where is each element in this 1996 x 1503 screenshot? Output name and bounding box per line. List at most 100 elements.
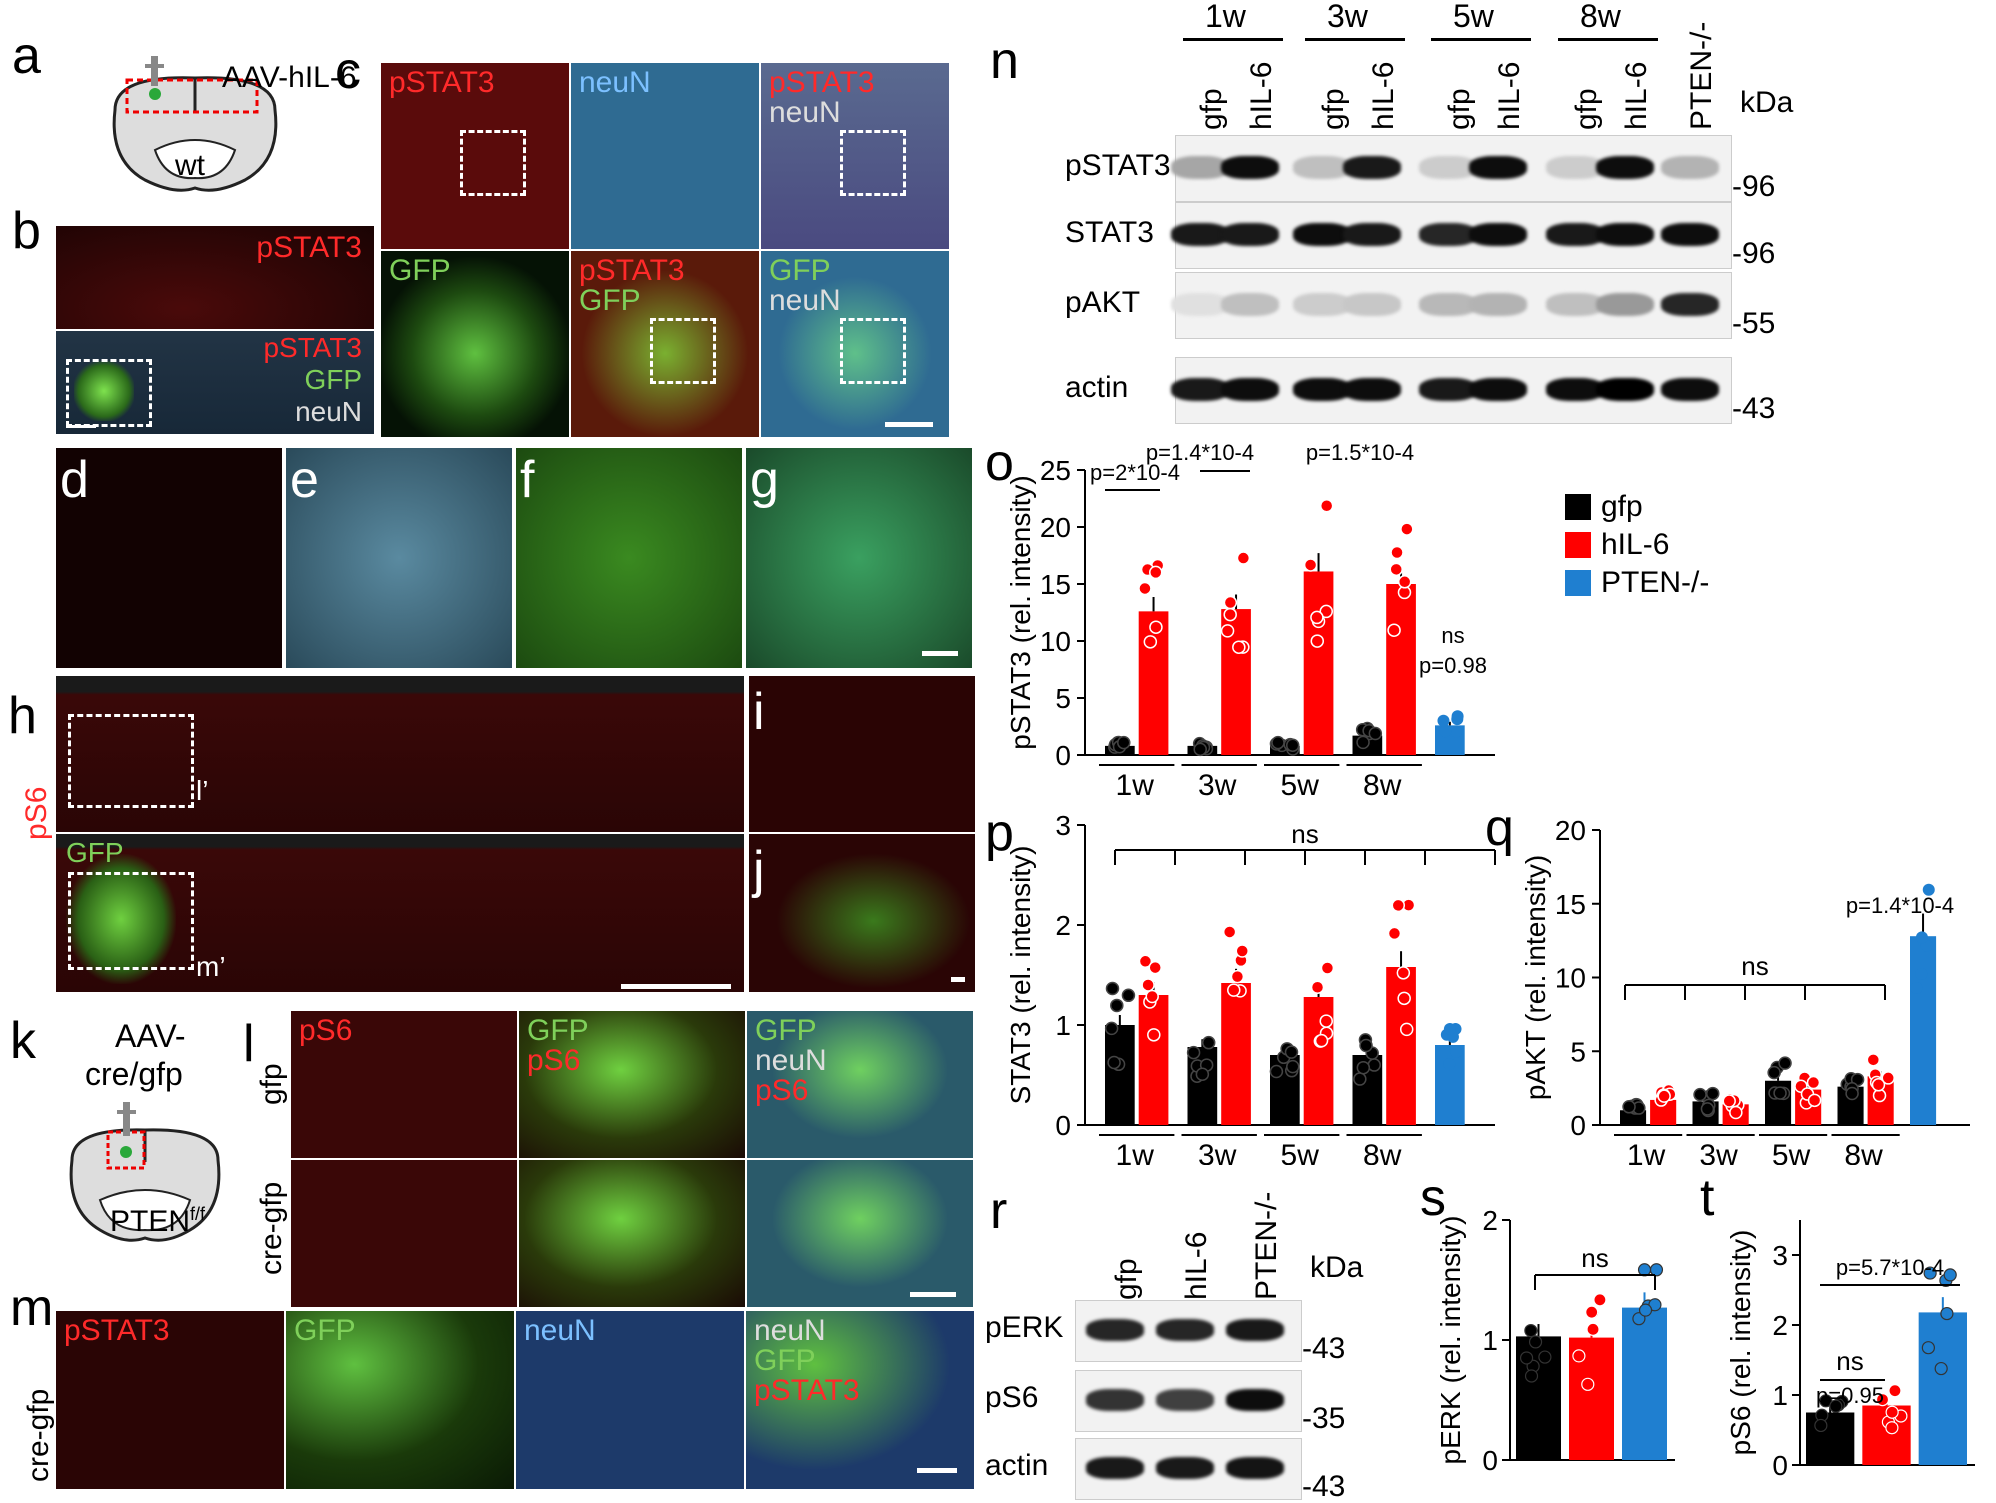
blot-band	[1221, 292, 1279, 317]
channel-label: neuN	[769, 96, 841, 129]
micrograph-tile: pS6	[290, 1010, 518, 1159]
lane-label: gfp	[1110, 1258, 1143, 1300]
data-point	[1368, 726, 1383, 741]
side-label-ps6: pS6	[20, 786, 53, 840]
data-point	[1638, 1303, 1653, 1317]
blot-band	[1293, 155, 1351, 180]
data-point	[1201, 1035, 1216, 1050]
western-blot-n: 1w 3w 5w 8w gfp hIL-6 gfp hIL-6 gfp hIL-6 gfp hIL-6…	[1065, 0, 1835, 440]
data-point	[1443, 1058, 1456, 1071]
channel-label: GFP	[304, 364, 362, 395]
inset-box	[839, 129, 906, 196]
y-axis-label: STAT3 (rel. intensity)	[1005, 846, 1036, 1105]
panel-label-f: f	[520, 451, 535, 509]
data-point	[1314, 1033, 1329, 1048]
data-point	[1940, 1306, 1954, 1321]
data-point	[1934, 1361, 1948, 1376]
data-point	[1145, 989, 1159, 1004]
kda-label: kDa	[1740, 86, 1794, 119]
micrograph-b-top: pSTAT3	[55, 225, 375, 330]
y-tick-label: 10	[1555, 963, 1586, 994]
data-point	[1389, 562, 1403, 577]
bar-hIL-6	[1386, 967, 1416, 1125]
bar-pten	[1435, 1045, 1465, 1125]
kda-marker: -43	[1732, 391, 1776, 425]
y-tick-label: 2	[1772, 1310, 1788, 1341]
data-point	[1223, 595, 1238, 610]
brain-schematic-pten	[69, 1102, 221, 1242]
bar	[1622, 1307, 1667, 1460]
channel-label: pSTAT3	[579, 254, 685, 287]
blot-band	[1171, 222, 1229, 247]
channel-label: pS6	[755, 1074, 809, 1107]
data-point	[1319, 499, 1334, 513]
data-point	[1235, 944, 1249, 958]
channel-label: pSTAT3	[256, 231, 362, 264]
blot-band	[1596, 292, 1654, 317]
y-axis-label: pS6 (rel. intensity)	[1725, 1230, 1756, 1456]
micrograph-tile: GFP pS6	[518, 1010, 746, 1159]
x-tick-label: 5w	[1281, 1139, 1320, 1165]
y-tick-label: 15	[1555, 889, 1586, 920]
legend-label: hIL-6	[1601, 528, 1670, 561]
data-point	[1232, 640, 1246, 654]
timepoint-bracket	[1305, 38, 1405, 41]
channel-label: neuN	[295, 396, 362, 427]
kda-marker: -43	[1302, 1332, 1346, 1365]
panel-label-j: j	[753, 841, 765, 899]
y-tick-label: 10	[1040, 626, 1071, 657]
data-point	[1657, 1089, 1671, 1103]
y-tick-label: 0	[1772, 1450, 1788, 1481]
data-point	[1778, 1056, 1792, 1070]
y-tick-label: 20	[1555, 815, 1586, 846]
data-point	[1649, 1263, 1664, 1277]
timepoint-label: 1w	[1205, 0, 1246, 34]
micrograph-e: e	[285, 447, 513, 669]
lane-label: PTEN-/-	[1685, 21, 1718, 130]
data-point	[1915, 967, 1928, 980]
data-point	[1524, 1369, 1539, 1383]
micrograph-tile: pSTAT3	[380, 62, 570, 250]
data-point	[1141, 978, 1155, 992]
y-tick-label: 2	[1482, 1205, 1498, 1236]
blot-band	[1086, 1319, 1144, 1341]
blot-band	[1343, 222, 1401, 247]
lane-label: hIL-6	[1367, 61, 1400, 130]
micrograph-grid-m: pSTAT3 GFP neuN neuN GFP pSTAT3	[55, 1310, 975, 1490]
inset-label: m’	[196, 951, 226, 982]
inset-box	[459, 129, 526, 196]
y-tick-label: 25	[1040, 455, 1071, 486]
micrograph-tile: neuN	[570, 62, 760, 250]
construct-label-k: cre/gfp	[85, 1056, 183, 1092]
x-tick-label: 3w	[1198, 1139, 1237, 1165]
legend-swatch	[1565, 570, 1591, 596]
y-tick-label: 0	[1055, 1110, 1071, 1141]
blot-band	[1546, 222, 1604, 247]
scale-bar	[922, 651, 958, 656]
bar-hIL-6	[1386, 584, 1416, 755]
data-point	[1104, 1021, 1119, 1036]
kda-marker: -35	[1302, 1402, 1346, 1435]
data-point	[1585, 1305, 1599, 1319]
data-point	[1706, 1086, 1720, 1101]
mouse-label-wt: wt	[175, 149, 205, 182]
inset-box	[66, 359, 152, 427]
row-label-cre-gfp-m: cre-gfp	[22, 1388, 55, 1482]
y-tick-label: 0	[1055, 740, 1071, 771]
data-point	[1193, 742, 1207, 757]
blot-band	[1546, 292, 1604, 317]
channel-label: GFP	[389, 254, 451, 287]
inset-box	[68, 714, 194, 808]
bar-gfp	[1105, 1025, 1135, 1125]
x-tick-label: 1w	[1116, 1139, 1155, 1165]
micrograph-b-bottom: pSTAT3 GFP neuN	[55, 330, 375, 435]
data-point	[1439, 725, 1452, 738]
bar	[1806, 1412, 1855, 1465]
micrograph-tile	[518, 1159, 746, 1308]
y-axis-label: pAKT (rel. intensity)	[1520, 855, 1551, 1100]
data-point	[1138, 954, 1153, 969]
blot-band	[1419, 155, 1477, 180]
y-tick-label: 20	[1040, 512, 1071, 543]
data-point	[1875, 1392, 1890, 1407]
bar-pten	[1910, 936, 1937, 1125]
